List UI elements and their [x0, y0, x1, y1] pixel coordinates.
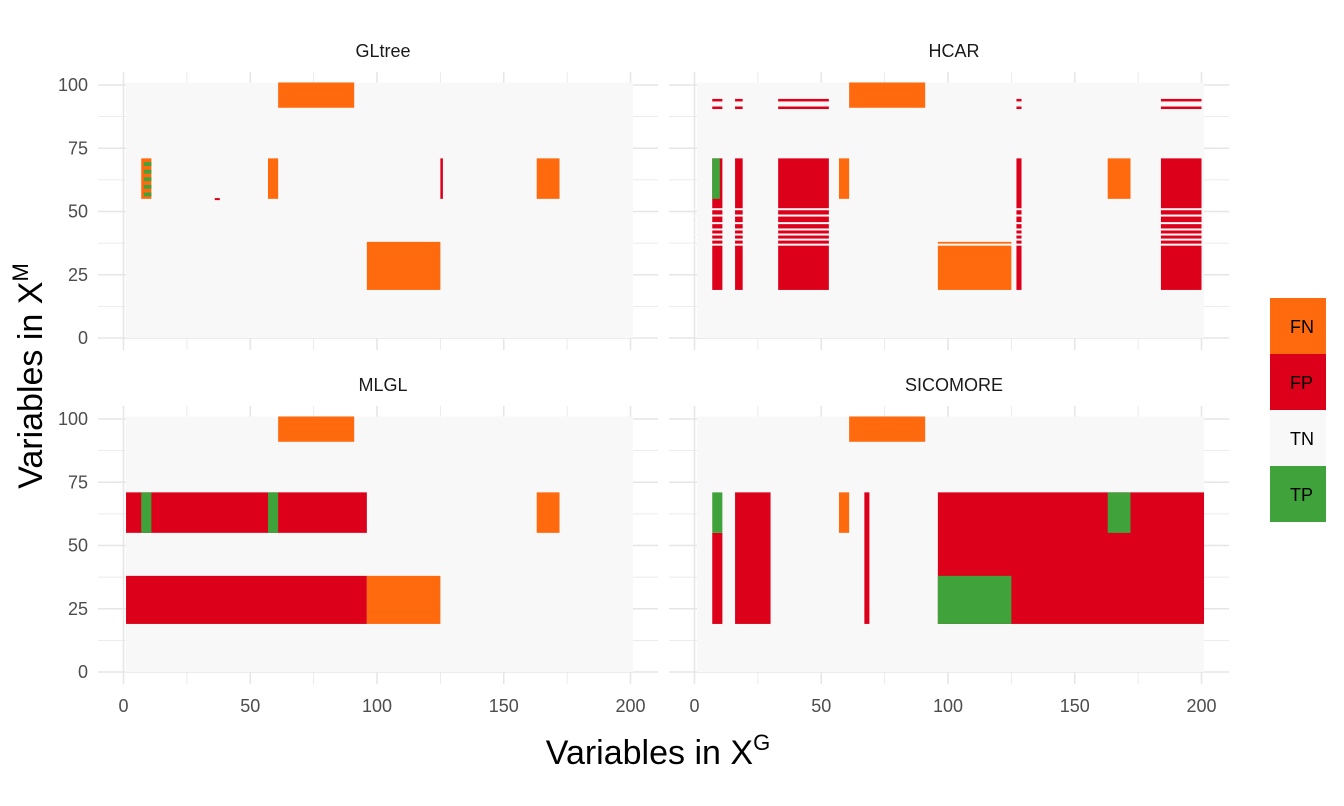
tile-fn [849, 416, 926, 442]
tile-tp [937, 575, 1012, 624]
tile-fp [735, 106, 743, 110]
tile-fn [1107, 158, 1131, 199]
tile-tn [694, 238, 1202, 241]
tile-fp [1016, 106, 1022, 110]
tile-tp [267, 492, 279, 533]
y-tick-label: 50 [68, 202, 88, 222]
tile-fn [536, 158, 560, 199]
tile-tp [141, 492, 152, 533]
tile-fp [1016, 98, 1022, 102]
y-tick-label: 50 [68, 536, 88, 556]
tile-fp [712, 106, 723, 110]
tile-tp [712, 158, 720, 199]
x-tick-label: 200 [615, 696, 645, 716]
legend-label-fn: FN [1290, 317, 1314, 337]
y-tick-label: 0 [78, 662, 88, 682]
tile-fn [366, 241, 441, 290]
y-tick-label: 75 [68, 138, 88, 158]
tile-fn [849, 82, 926, 108]
tile-tp [143, 162, 152, 166]
tile-fp [778, 106, 829, 110]
x-tick-label: 100 [933, 696, 963, 716]
tile-fp [712, 98, 723, 102]
tile-tp [143, 169, 152, 174]
legend-key-fn [1270, 298, 1326, 354]
y-tick-label: 75 [68, 472, 88, 492]
x-tick-label: 0 [689, 696, 699, 716]
tile-fp [440, 158, 443, 199]
y-tick-label: 25 [68, 265, 88, 285]
tile-fp [1160, 106, 1202, 110]
x-tick-label: 50 [811, 696, 831, 716]
y-tick-label: 25 [68, 599, 88, 619]
legend-key-tp [1270, 466, 1326, 522]
tile-fn [937, 241, 1012, 290]
legend: FN FP TN TP [1270, 298, 1326, 522]
tile-fp [126, 575, 367, 624]
tile-fp [735, 492, 771, 624]
y-axis-title: Variables in XM [8, 263, 50, 489]
legend-key-fp [1270, 354, 1326, 410]
tile-tp [712, 492, 723, 533]
panel-title: GLtree [355, 41, 410, 61]
tile-fn [267, 158, 279, 199]
tile-fn [278, 82, 355, 108]
legend-label-tp: TP [1290, 485, 1313, 505]
tile-fn [278, 416, 355, 442]
legend-label-fp: FP [1290, 373, 1313, 393]
panel-title: SICOMORE [905, 375, 1003, 395]
tile-tn [694, 228, 1202, 231]
x-tick-label: 150 [489, 696, 519, 716]
x-tick-label: 150 [1060, 696, 1090, 716]
x-tick-label: 200 [1186, 696, 1216, 716]
tile-tp [143, 184, 152, 189]
tile-fp [214, 198, 220, 201]
legend-key-tn [1270, 410, 1326, 466]
tile-fp [735, 98, 743, 102]
y-tick-label: 100 [58, 409, 88, 429]
tile-fn [838, 158, 850, 199]
tile-tn [694, 233, 1202, 236]
panel-mlgl: MLGL 0 25 50 75 100 0 50 100 150 200 [58, 375, 658, 716]
tile-tn [694, 222, 1202, 225]
y-tick-label: 0 [78, 328, 88, 348]
x-tick-label: 100 [362, 696, 392, 716]
panel-title: HCAR [928, 41, 979, 61]
tile-tn [694, 214, 1202, 217]
legend-label-tn: TN [1290, 429, 1314, 449]
panel-title: MLGL [358, 375, 407, 395]
panel-gltree: GLtree 0 25 50 75 100 [58, 41, 658, 350]
tile-fn [536, 492, 560, 533]
tile-tp [143, 177, 152, 182]
tile-fp [864, 492, 870, 624]
x-tick-label: 50 [240, 696, 260, 716]
panel-sicomore: SICOMORE 0 50 100 150 200 [669, 375, 1229, 716]
tile-tn-background [126, 416, 634, 672]
panel-hcar: HCAR [669, 41, 1229, 350]
tile-fn [366, 575, 441, 624]
tile-fp [126, 492, 367, 533]
tile-tp [143, 192, 152, 197]
x-axis-title: Variables in XG [546, 730, 770, 772]
tile-fp [1160, 98, 1202, 102]
tile-tn [694, 243, 1202, 246]
tile-tn [694, 208, 1202, 211]
tile-fn [838, 492, 850, 533]
tile-fp [712, 532, 723, 624]
tile-tn-background [126, 82, 634, 338]
tile-tp [1107, 492, 1131, 533]
y-tick-label: 100 [58, 75, 88, 95]
tile-fp [778, 98, 829, 102]
x-tick-label: 0 [118, 696, 128, 716]
